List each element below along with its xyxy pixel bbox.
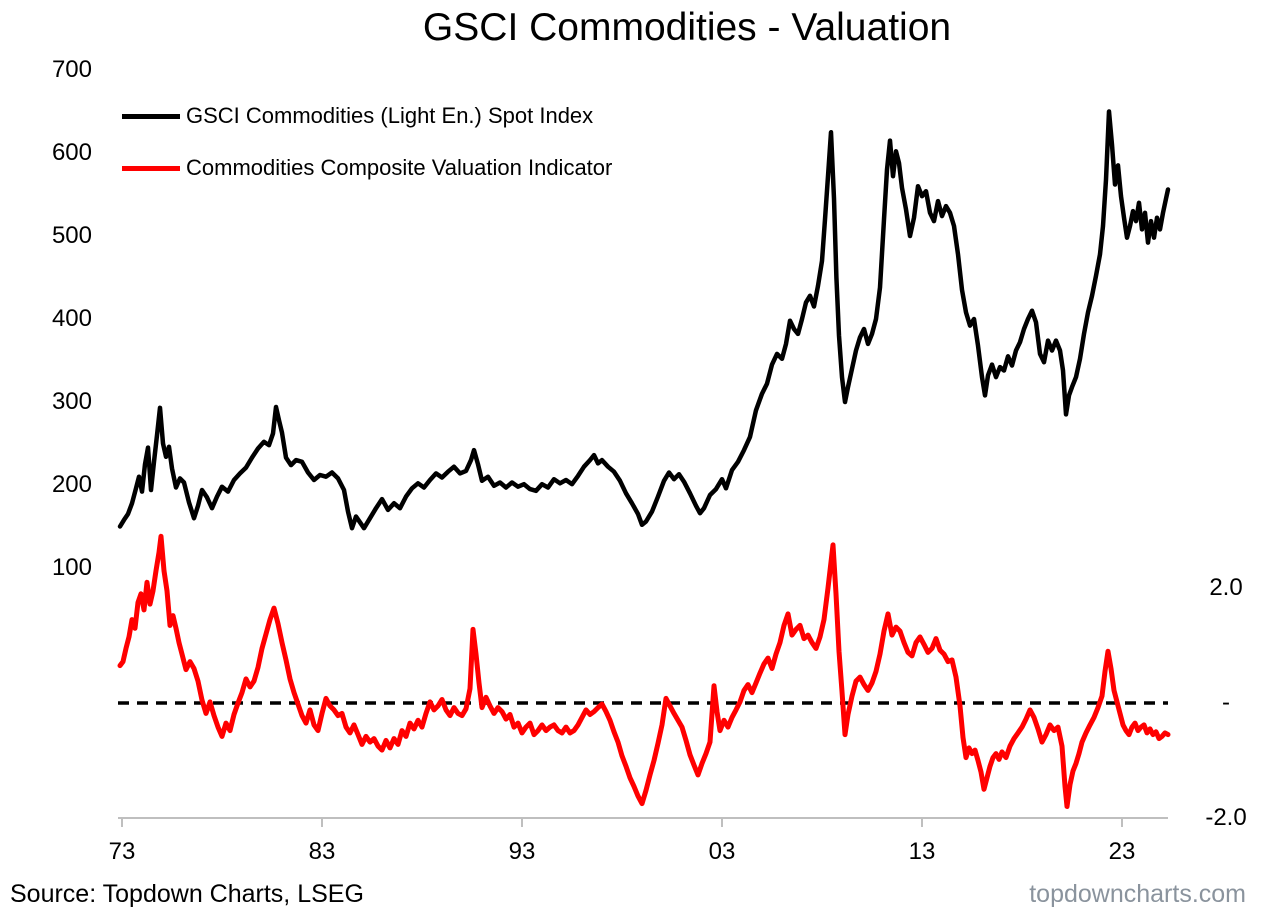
legend-label-spot-index: GSCI Commodities (Light En.) Spot Index [186,103,594,128]
left-axis-label-100: 100 [51,554,92,581]
left-axis-label-300: 300 [51,388,92,415]
x-axis-label-73: 73 [108,838,136,865]
left-axis-label-500: 500 [51,222,92,249]
chart-title: GSCI Commodities - Valuation [422,6,952,49]
x-axis-label-93: 93 [508,838,536,865]
right-axis-label--: - [1222,689,1230,716]
series-line-valuation-indicator [117,533,1171,809]
left-axis-label-600: 600 [51,139,92,166]
legend-item-valuation-indicator: Commodities Composite Valuation Indicato… [122,155,612,181]
x-axis-label-13: 13 [908,838,936,865]
legend-label-valuation-indicator: Commodities Composite Valuation Indicato… [186,155,613,180]
right-axis-label-2.0: 2.0 [1209,574,1243,601]
right-axis-label--2.0: -2.0 [1205,804,1247,831]
x-axis-label-83: 83 [308,838,336,865]
left-axis-label-400: 400 [51,305,92,332]
source-note: Source: Topdown Charts, LSEG [10,880,364,908]
series-line-spot-index [117,109,1171,531]
left-axis-label-200: 200 [51,471,92,498]
legend-swatch-red-line [122,165,180,171]
left-axis-label-700: 700 [51,56,92,83]
x-axis-label-23: 23 [1108,838,1136,865]
watermark: topdowncharts.com [1029,880,1246,908]
legend-item-spot-index: GSCI Commodities (Light En.) Spot Index [122,103,593,129]
x-axis-tick-marks [121,818,1123,827]
legend-swatch-black-line [122,113,180,119]
x-axis-label-03: 03 [708,838,736,865]
